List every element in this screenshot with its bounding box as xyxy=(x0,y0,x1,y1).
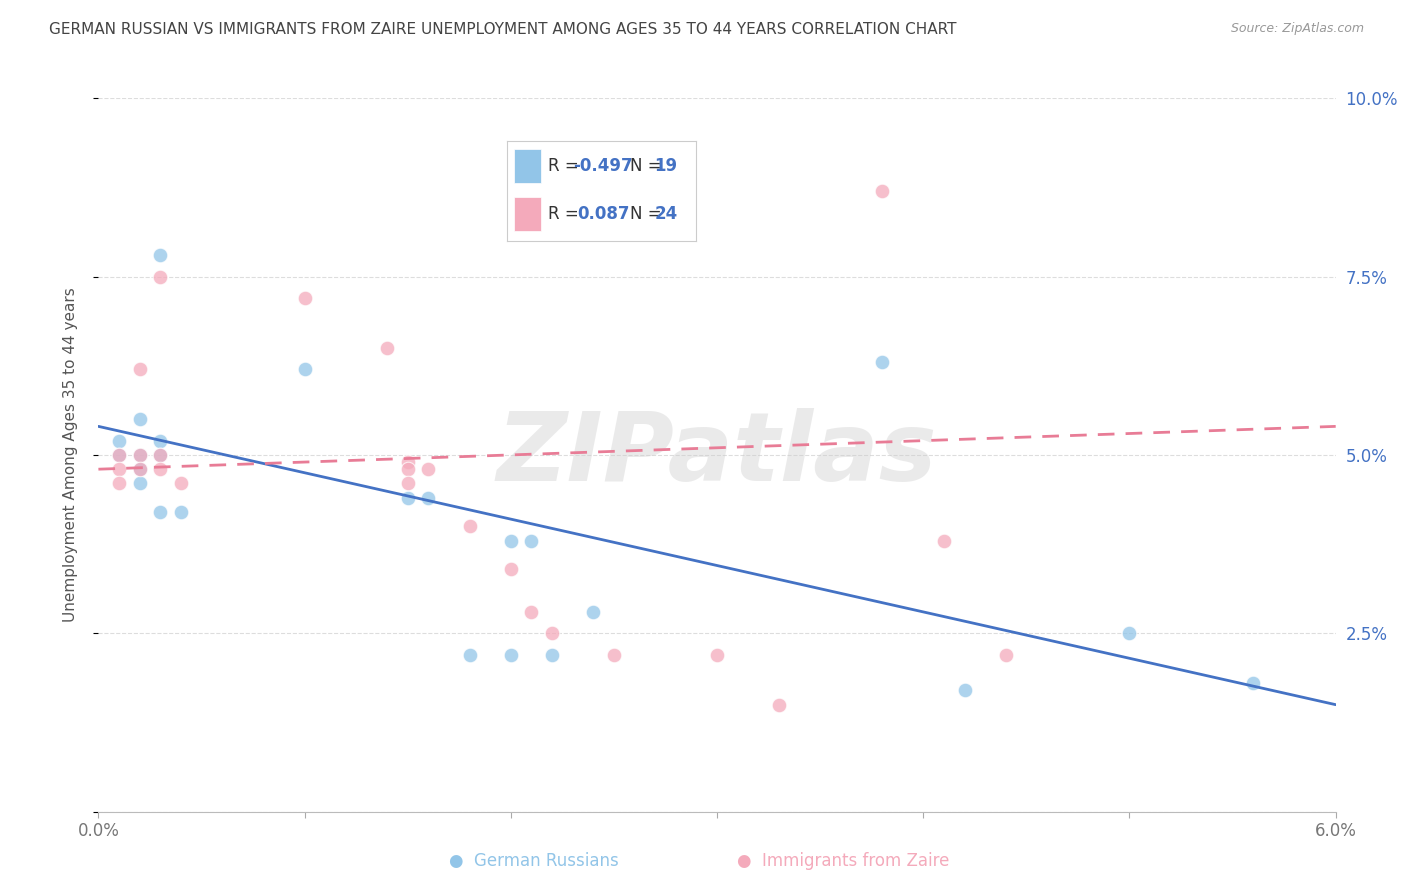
Point xyxy=(149,462,172,476)
Point xyxy=(149,505,172,519)
Bar xyxy=(515,197,541,231)
Point xyxy=(396,462,419,476)
Text: R =: R = xyxy=(548,157,585,175)
Point xyxy=(418,462,440,476)
Text: 24: 24 xyxy=(654,205,678,223)
Point xyxy=(128,448,150,462)
Y-axis label: Unemployment Among Ages 35 to 44 years: Unemployment Among Ages 35 to 44 years xyxy=(63,287,77,623)
Point xyxy=(499,533,522,548)
Point xyxy=(375,341,398,355)
Point xyxy=(768,698,790,712)
Point xyxy=(128,462,150,476)
Point xyxy=(603,648,626,662)
Point xyxy=(294,291,316,305)
Text: ●  Immigrants from Zaire: ● Immigrants from Zaire xyxy=(737,852,950,870)
Point xyxy=(582,605,605,619)
Point xyxy=(541,648,564,662)
Text: ZIPatlas: ZIPatlas xyxy=(496,409,938,501)
Point xyxy=(149,434,172,448)
Point xyxy=(108,476,131,491)
Text: 0.087: 0.087 xyxy=(576,205,630,223)
Text: 19: 19 xyxy=(654,157,678,175)
Text: Source: ZipAtlas.com: Source: ZipAtlas.com xyxy=(1230,22,1364,36)
Point xyxy=(108,434,131,448)
Point xyxy=(953,683,976,698)
Point xyxy=(870,355,893,369)
Point xyxy=(520,605,543,619)
Point xyxy=(994,648,1017,662)
Point xyxy=(128,412,150,426)
Point xyxy=(108,462,131,476)
Bar xyxy=(515,149,541,183)
Point xyxy=(149,448,172,462)
Point xyxy=(294,362,316,376)
Point xyxy=(870,184,893,198)
Point xyxy=(520,533,543,548)
Point xyxy=(149,448,172,462)
Text: GERMAN RUSSIAN VS IMMIGRANTS FROM ZAIRE UNEMPLOYMENT AMONG AGES 35 TO 44 YEARS C: GERMAN RUSSIAN VS IMMIGRANTS FROM ZAIRE … xyxy=(49,22,956,37)
Text: N =: N = xyxy=(630,157,666,175)
Point xyxy=(170,476,193,491)
Point xyxy=(396,491,419,505)
Point xyxy=(128,362,150,376)
Point xyxy=(706,648,728,662)
Text: N =: N = xyxy=(630,205,666,223)
Point xyxy=(418,491,440,505)
Point xyxy=(932,533,955,548)
Point xyxy=(128,476,150,491)
Point xyxy=(108,448,131,462)
Point xyxy=(149,269,172,284)
Point xyxy=(128,462,150,476)
Text: -0.497: -0.497 xyxy=(574,157,633,175)
Point xyxy=(396,455,419,469)
Point xyxy=(128,448,150,462)
Point xyxy=(1241,676,1264,690)
Point xyxy=(108,448,131,462)
Text: R =: R = xyxy=(548,205,589,223)
Point xyxy=(541,626,564,640)
Point xyxy=(170,505,193,519)
Text: ●  German Russians: ● German Russians xyxy=(450,852,619,870)
Point xyxy=(499,562,522,576)
Point xyxy=(1118,626,1140,640)
Point xyxy=(149,248,172,262)
Point xyxy=(458,648,481,662)
Point xyxy=(458,519,481,533)
Point xyxy=(499,648,522,662)
Point xyxy=(396,476,419,491)
